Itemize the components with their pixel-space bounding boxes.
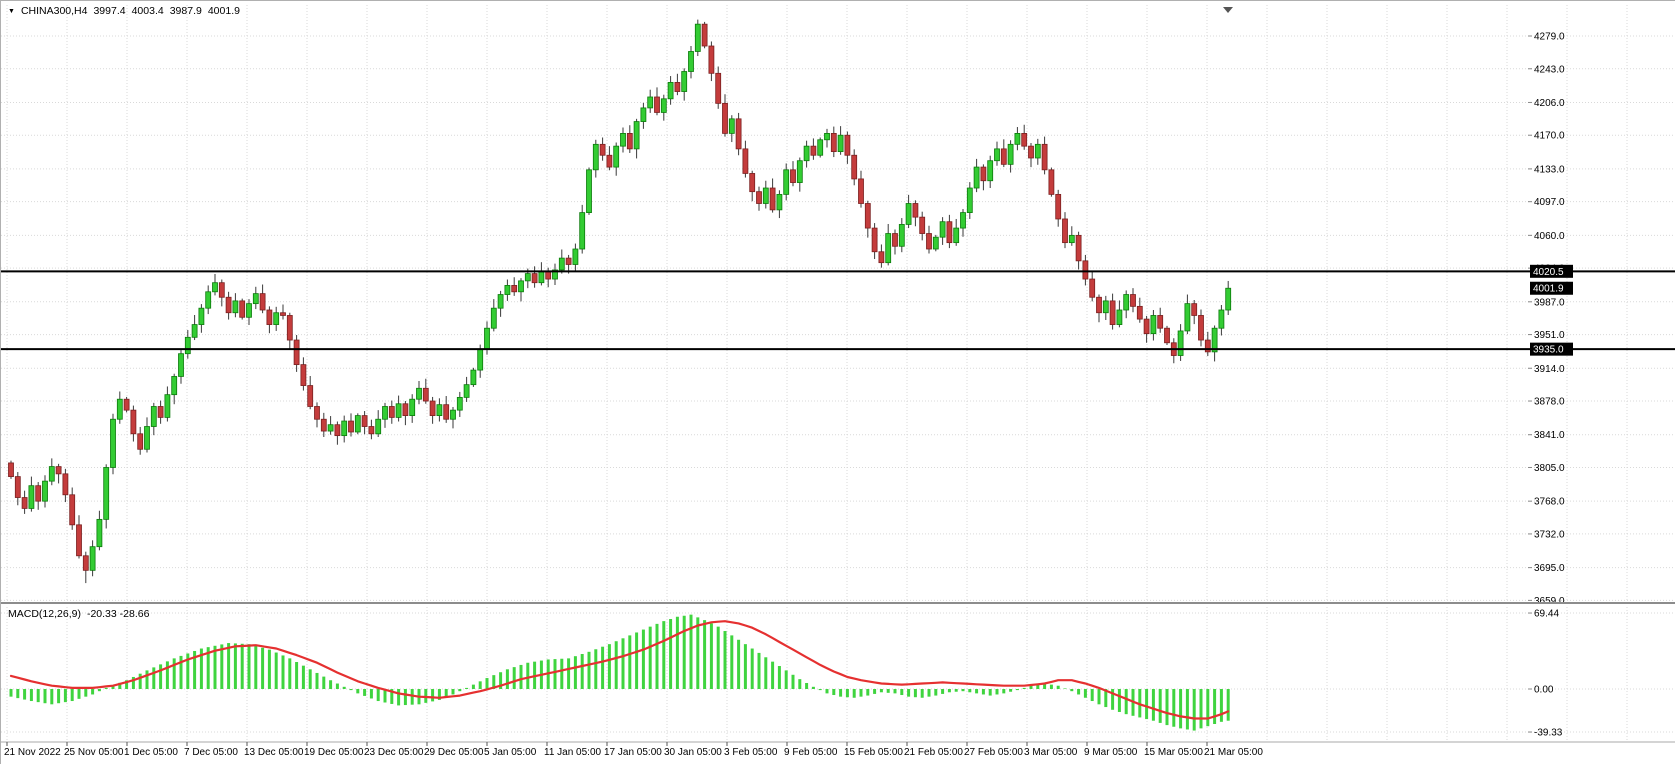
svg-text:15 Feb 05:00: 15 Feb 05:00 xyxy=(844,747,903,758)
svg-text:23 Dec 05:00: 23 Dec 05:00 xyxy=(364,747,424,758)
svg-text:4020.5: 4020.5 xyxy=(1533,267,1564,278)
svg-text:4279.0: 4279.0 xyxy=(1534,32,1565,43)
hline-price-badge: 4020.5 xyxy=(1530,264,1573,278)
chart-header: ▼ CHINA300,H4 3997.4 4003.4 3987.9 4001.… xyxy=(8,5,240,17)
svg-text:30 Jan 05:00: 30 Jan 05:00 xyxy=(664,747,722,758)
svg-text:9 Feb 05:00: 9 Feb 05:00 xyxy=(784,747,838,758)
svg-text:13 Dec 05:00: 13 Dec 05:00 xyxy=(244,747,304,758)
svg-text:3935.0: 3935.0 xyxy=(1533,345,1564,356)
macd-name: MACD(12,26,9) xyxy=(8,608,81,620)
ohlc-high: 4003.4 xyxy=(131,5,164,17)
svg-text:21 Mar 05:00: 21 Mar 05:00 xyxy=(1204,747,1263,758)
svg-text:4133.0: 4133.0 xyxy=(1534,164,1565,175)
svg-text:29 Dec 05:00: 29 Dec 05:00 xyxy=(424,747,484,758)
svg-text:3732.0: 3732.0 xyxy=(1534,529,1565,540)
svg-text:4097.0: 4097.0 xyxy=(1534,197,1565,208)
svg-text:3768.0: 3768.0 xyxy=(1534,497,1565,508)
price-axis: 4279.0 4243.0 4206.0 4170.0 4133.0 4097.0 4060… xyxy=(1528,32,1565,607)
svg-text:4001.9: 4001.9 xyxy=(1533,284,1564,295)
svg-text:4243.0: 4243.0 xyxy=(1534,64,1565,75)
chart-shift-marker-icon[interactable] xyxy=(1223,7,1233,13)
ohlc-low: 3987.9 xyxy=(169,5,202,17)
horizontal-lines[interactable] xyxy=(1,270,1675,351)
svg-text:3695.0: 3695.0 xyxy=(1534,563,1565,574)
svg-text:3 Feb 05:00: 3 Feb 05:00 xyxy=(724,747,778,758)
svg-text:3987.0: 3987.0 xyxy=(1534,297,1565,308)
svg-text:15 Mar 05:00: 15 Mar 05:00 xyxy=(1144,747,1203,758)
svg-text:3 Mar 05:00: 3 Mar 05:00 xyxy=(1024,747,1078,758)
macd-values: -20.33 -28.66 xyxy=(86,608,150,620)
svg-text:69.44: 69.44 xyxy=(1534,609,1559,620)
candlesticks xyxy=(8,19,1232,584)
svg-text:27 Feb 05:00: 27 Feb 05:00 xyxy=(964,747,1023,758)
svg-text:25 Nov 05:00: 25 Nov 05:00 xyxy=(64,747,124,758)
grid-lines xyxy=(1,5,1675,741)
ohlc-close: 4001.9 xyxy=(207,5,240,17)
macd-signal-line xyxy=(9,620,1230,720)
current-price-badge: 4001.9 xyxy=(1530,281,1573,295)
hline-price-badge: 3935.0 xyxy=(1530,342,1573,356)
svg-text:4206.0: 4206.0 xyxy=(1534,98,1565,109)
svg-text:9 Mar 05:00: 9 Mar 05:00 xyxy=(1084,747,1138,758)
svg-text:21 Feb 05:00: 21 Feb 05:00 xyxy=(904,747,963,758)
macd-indicator-label: MACD(12,26,9) -20.33 -28.66 xyxy=(8,608,149,620)
macd-axis: 69.44 0.00 -39.33 xyxy=(1528,609,1563,739)
time-axis: 21 Nov 2022 25 Nov 05:00 1 Dec 05:00 7 Dec … xyxy=(4,742,1263,758)
svg-text:3878.0: 3878.0 xyxy=(1534,397,1565,408)
svg-text:3841.0: 3841.0 xyxy=(1534,430,1565,441)
svg-text:0.00: 0.00 xyxy=(1534,685,1554,696)
svg-text:4170.0: 4170.0 xyxy=(1534,131,1565,142)
symbol-dropdown-icon[interactable]: ▼ xyxy=(8,7,15,15)
symbol-label: CHINA300,H4 xyxy=(20,5,88,17)
svg-text:7 Dec 05:00: 7 Dec 05:00 xyxy=(184,747,238,758)
svg-text:3659.0: 3659.0 xyxy=(1534,596,1565,607)
svg-text:3951.0: 3951.0 xyxy=(1534,330,1565,341)
svg-text:1 Dec 05:00: 1 Dec 05:00 xyxy=(124,747,178,758)
svg-text:19 Dec 05:00: 19 Dec 05:00 xyxy=(304,747,364,758)
svg-text:17 Jan 05:00: 17 Jan 05:00 xyxy=(604,747,662,758)
svg-text:5 Jan 05:00: 5 Jan 05:00 xyxy=(484,747,537,758)
svg-text:-39.33: -39.33 xyxy=(1534,728,1563,739)
svg-text:21 Nov 2022: 21 Nov 2022 xyxy=(4,747,61,758)
svg-text:3805.0: 3805.0 xyxy=(1534,463,1565,474)
ohlc-open: 3997.4 xyxy=(93,5,126,17)
svg-text:3914.0: 3914.0 xyxy=(1534,364,1565,375)
svg-text:4060.0: 4060.0 xyxy=(1534,231,1565,242)
svg-text:11 Jan 05:00: 11 Jan 05:00 xyxy=(544,747,602,758)
